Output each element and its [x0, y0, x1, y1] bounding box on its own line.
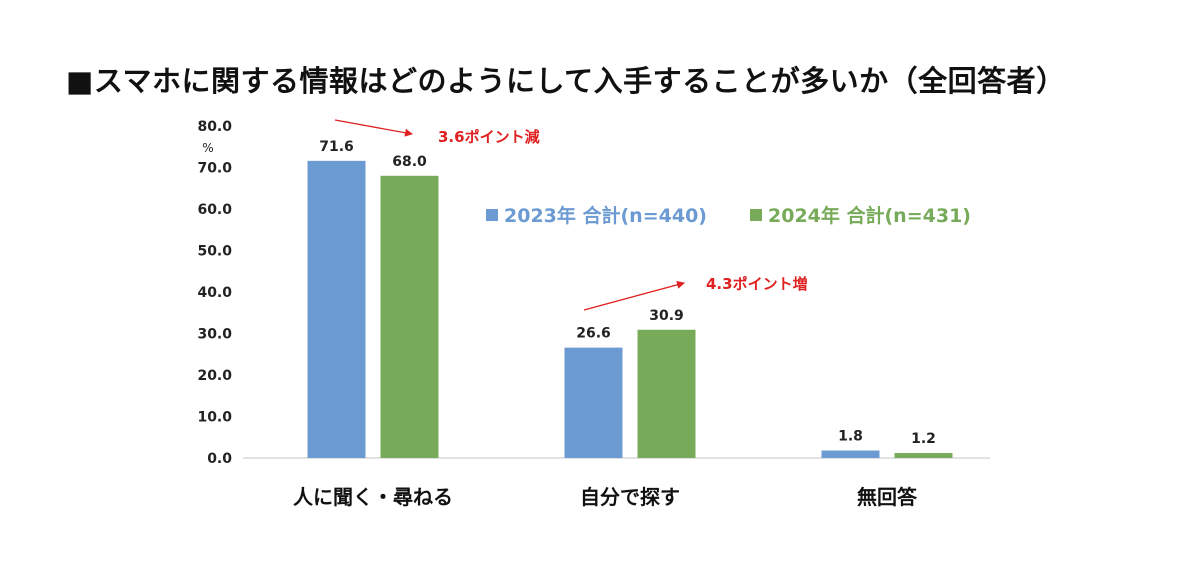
legend-label: 2024年 合計(n=431): [768, 204, 971, 227]
data-label: 68.0: [392, 154, 427, 170]
data-label: 1.2: [911, 431, 936, 447]
data-label: 26.6: [576, 326, 611, 342]
data-label: 30.9: [649, 308, 684, 324]
category-label: 無回答: [857, 485, 918, 509]
bar-2024: [380, 175, 439, 459]
trend-arrow: [334, 119, 413, 137]
y-tick-label: 40.0: [197, 285, 232, 301]
bar-2023: [821, 450, 880, 458]
y-tick-label: 20.0: [197, 368, 232, 384]
data-label: 1.8: [838, 429, 863, 445]
y-tick-label: 70.0: [197, 161, 232, 177]
bar-2023: [564, 347, 623, 458]
y-tick-label: 0.0: [207, 451, 232, 467]
legend-swatch: [486, 209, 498, 221]
bar-2023: [307, 160, 366, 459]
trend-arrow: [583, 280, 685, 311]
legend-label: 2023年 合計(n=440): [504, 204, 707, 227]
bar-2024: [637, 329, 696, 458]
y-axis-unit: %: [202, 141, 213, 155]
annotation-text: 4.3ポイント増: [706, 275, 808, 293]
y-tick-label: 30.0: [197, 327, 232, 343]
data-label: 71.6: [319, 139, 354, 155]
y-tick-label: 10.0: [197, 410, 232, 426]
y-tick-label: 60.0: [197, 202, 232, 218]
category-label: 人に聞く・尋ねる: [293, 485, 453, 509]
y-tick-label: 80.0: [197, 119, 232, 135]
category-label: 自分で探す: [580, 485, 680, 509]
legend-swatch: [750, 209, 762, 221]
bar-2024: [894, 453, 953, 458]
annotation-text: 3.6ポイント減: [438, 128, 540, 146]
y-tick-label: 50.0: [197, 244, 232, 260]
chart-title: ■スマホに関する情報はどのようにして入手することが多いか（全回答者）: [66, 64, 1066, 98]
